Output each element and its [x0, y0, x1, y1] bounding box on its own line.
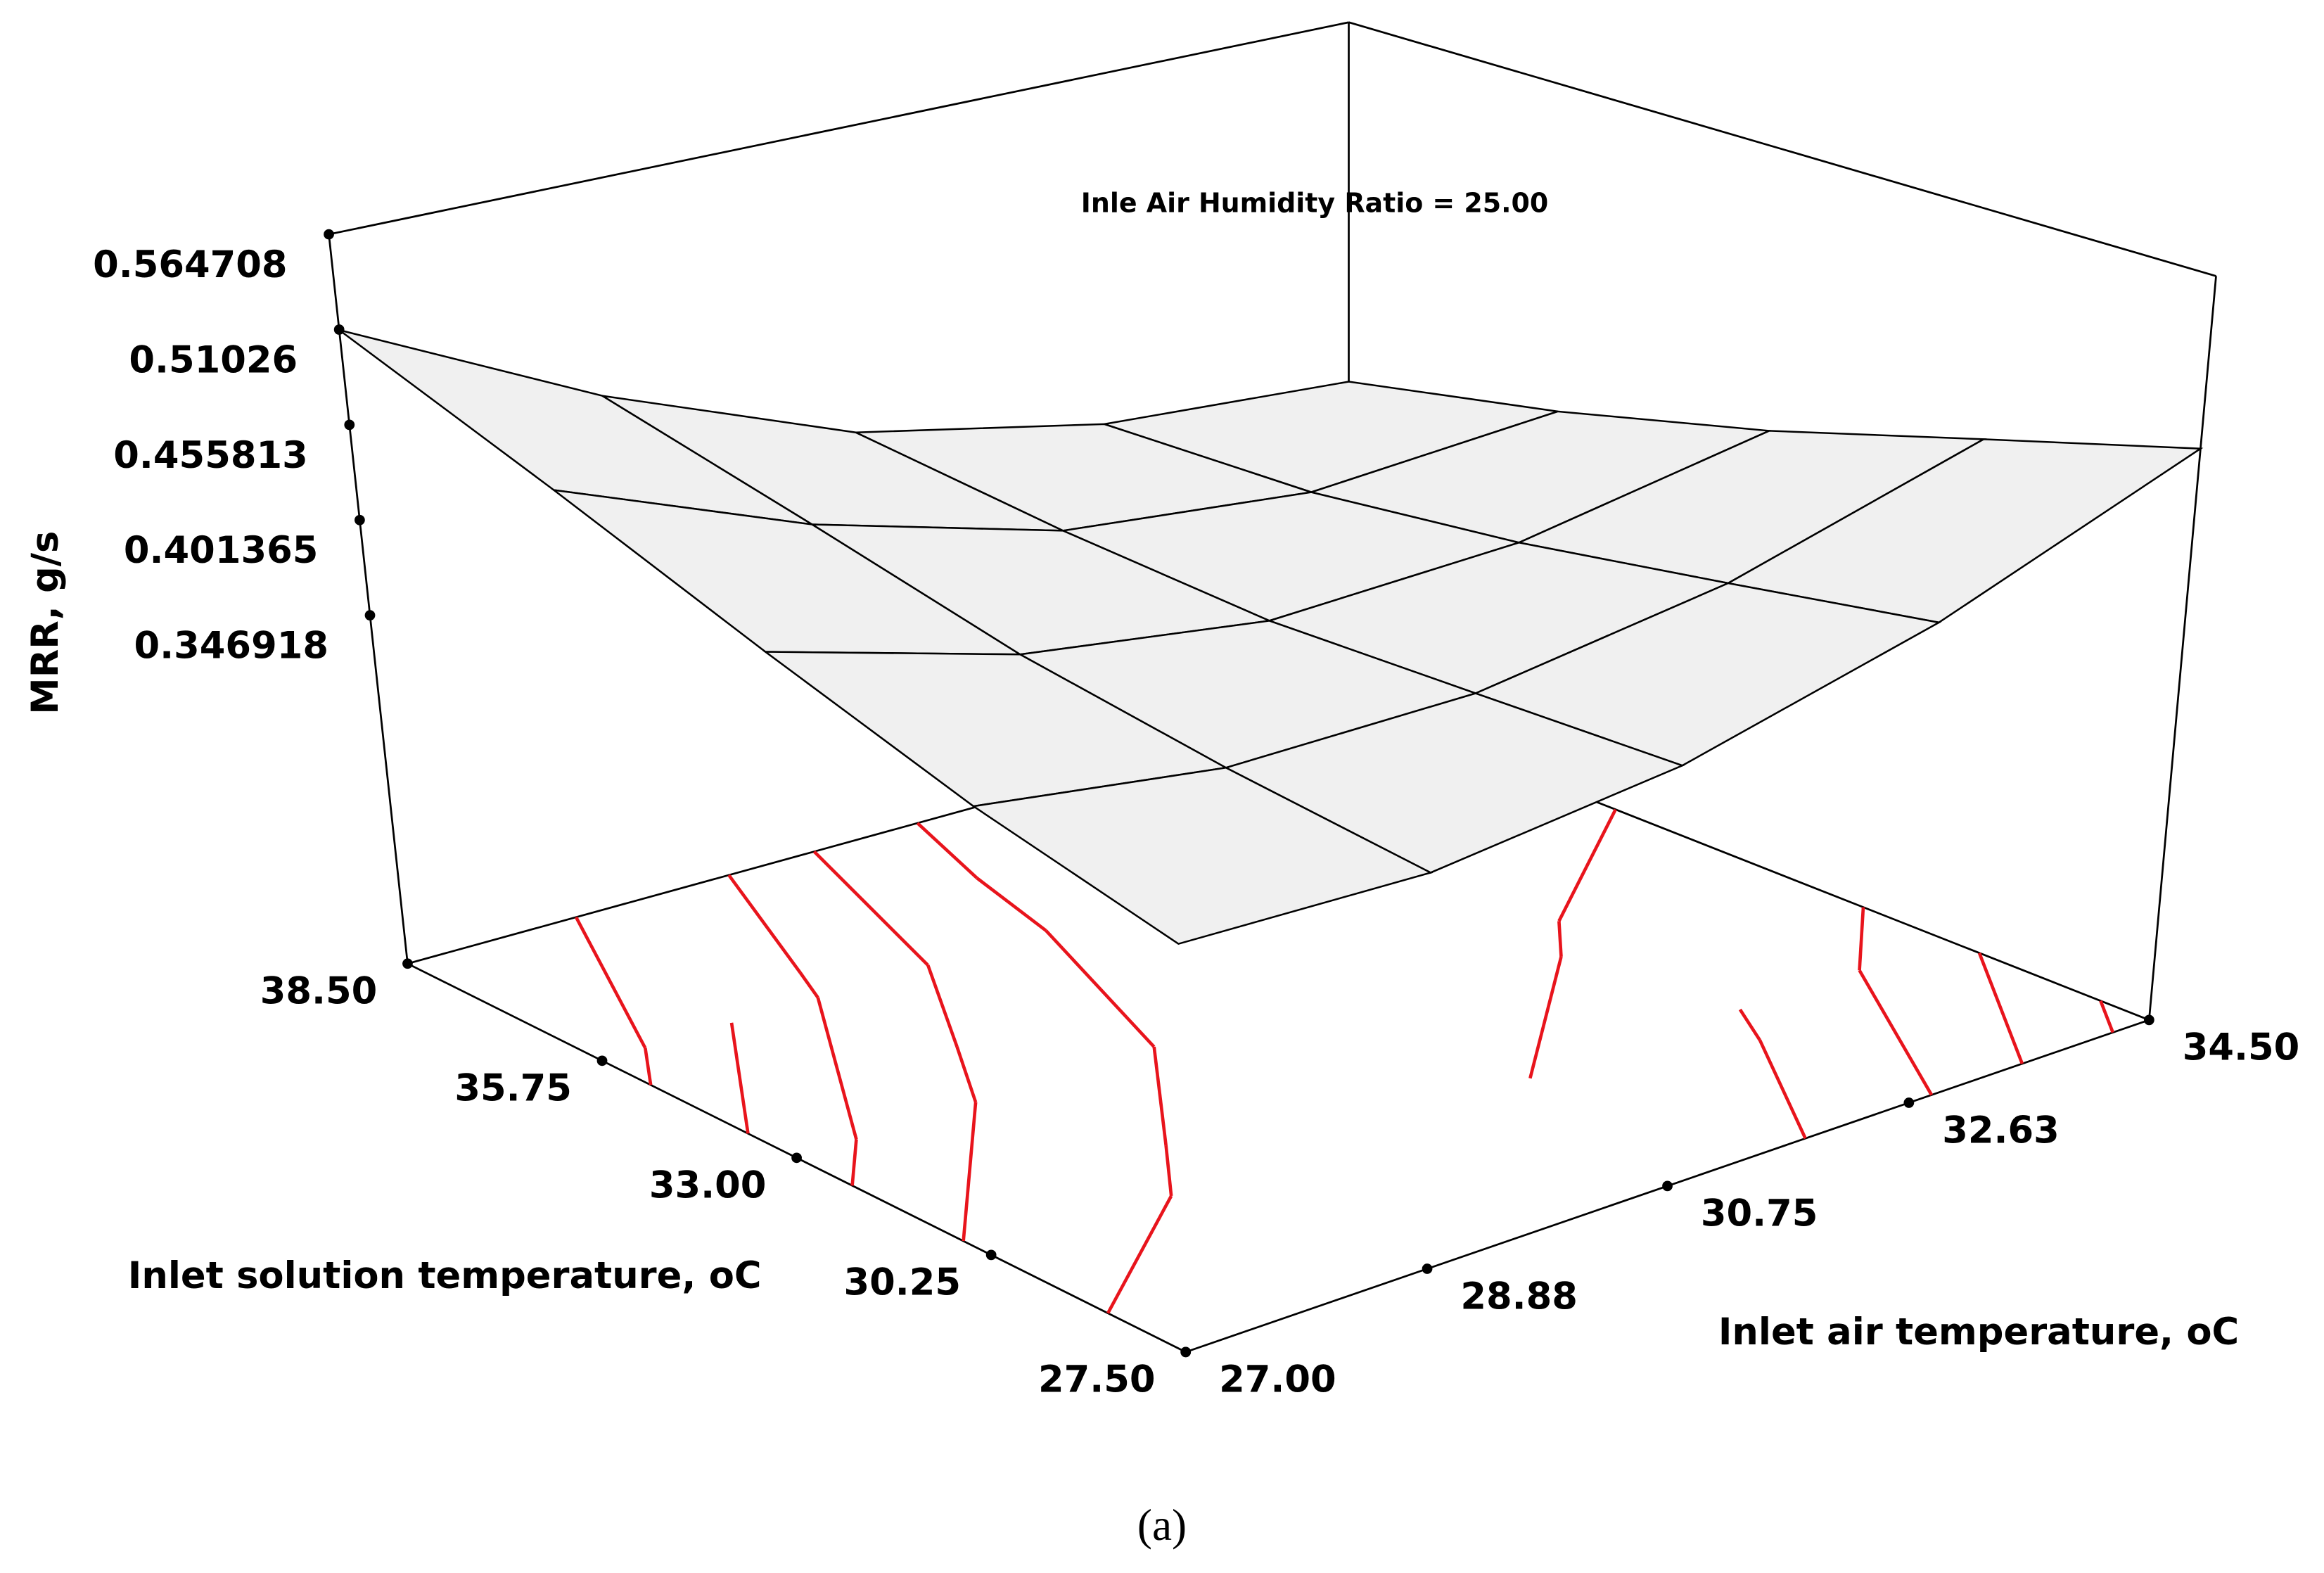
x-tick-label: 30.75	[1701, 1192, 1818, 1235]
z-tick-label: 0.346918	[134, 625, 328, 668]
z-axis-title: MRR, g/s	[24, 531, 67, 715]
y-tick	[791, 1152, 802, 1164]
subtitle: (a)	[1137, 1501, 1187, 1550]
y-tick-label: 38.50	[260, 970, 378, 1013]
z-tick	[364, 610, 376, 620]
y-tick-label: 35.75	[454, 1067, 572, 1110]
contour-line	[644, 1047, 653, 1085]
box-edge	[328, 21, 1349, 236]
contour-line	[1557, 921, 1563, 957]
z-tick-label: 0.51026	[129, 338, 298, 381]
contour-line	[916, 822, 978, 879]
z-tick-label: 0.455813	[113, 434, 307, 477]
z-tick	[324, 229, 334, 240]
surface-cell	[971, 766, 1434, 945]
contour-line	[816, 997, 858, 1140]
contour-line	[729, 1022, 750, 1134]
y-tick-label: 27.50	[1038, 1358, 1156, 1401]
x-tick-label: 28.88	[1460, 1275, 1578, 1318]
contour-line	[1528, 956, 1563, 1079]
contour-line	[1106, 1195, 1173, 1314]
contour-line	[1758, 1039, 1807, 1140]
contour-line	[1152, 1046, 1168, 1146]
x-tick	[2143, 1014, 2154, 1026]
contour-line	[1858, 969, 1934, 1096]
x-tick	[1662, 1180, 1673, 1192]
y-axis-title: Inlet solution temperature, oC	[128, 1254, 762, 1297]
contour-line	[1977, 952, 2024, 1064]
x-tick-label: 34.50	[2183, 1026, 2300, 1069]
contour-line	[1557, 808, 1617, 922]
x-tick	[1180, 1346, 1192, 1358]
y-tick-label: 33.00	[649, 1164, 767, 1207]
contour-line	[812, 850, 929, 967]
contour-line	[1858, 907, 1865, 971]
box-edge	[2147, 276, 2217, 1020]
contour-line	[955, 1046, 978, 1103]
z-tick	[344, 419, 355, 431]
x-tick-label: 27.00	[1219, 1358, 1336, 1401]
z-tick-label: 0.401365	[124, 529, 318, 572]
contour-line	[798, 972, 819, 999]
x-tick-label: 32.63	[1942, 1109, 2060, 1152]
y-tick	[402, 958, 413, 969]
chart-title: Inle Air Humidity Ratio = 25.00	[1081, 187, 1549, 218]
contour-line	[850, 1139, 858, 1186]
z-tick	[355, 514, 365, 526]
contour-line	[962, 1102, 978, 1242]
box-edge	[328, 234, 409, 964]
contour-line	[1738, 1008, 1761, 1041]
contour-line	[1164, 1145, 1173, 1197]
box-edge	[1348, 21, 2216, 277]
z-tick-label: 0.564708	[93, 243, 287, 286]
contour-line	[727, 874, 802, 974]
x-tick	[1903, 1097, 1915, 1108]
contour-line	[2099, 1000, 2114, 1033]
y-tick	[985, 1249, 997, 1261]
contour-line	[976, 877, 1047, 932]
contour-line	[574, 916, 647, 1049]
y-tick	[596, 1055, 608, 1066]
x-axis-title: Inlet air temperature, oC	[1718, 1311, 2239, 1354]
y-tick-label: 30.25	[843, 1261, 961, 1304]
contour-line	[926, 964, 959, 1047]
contour-line	[1045, 929, 1156, 1048]
x-tick	[1422, 1263, 1433, 1274]
